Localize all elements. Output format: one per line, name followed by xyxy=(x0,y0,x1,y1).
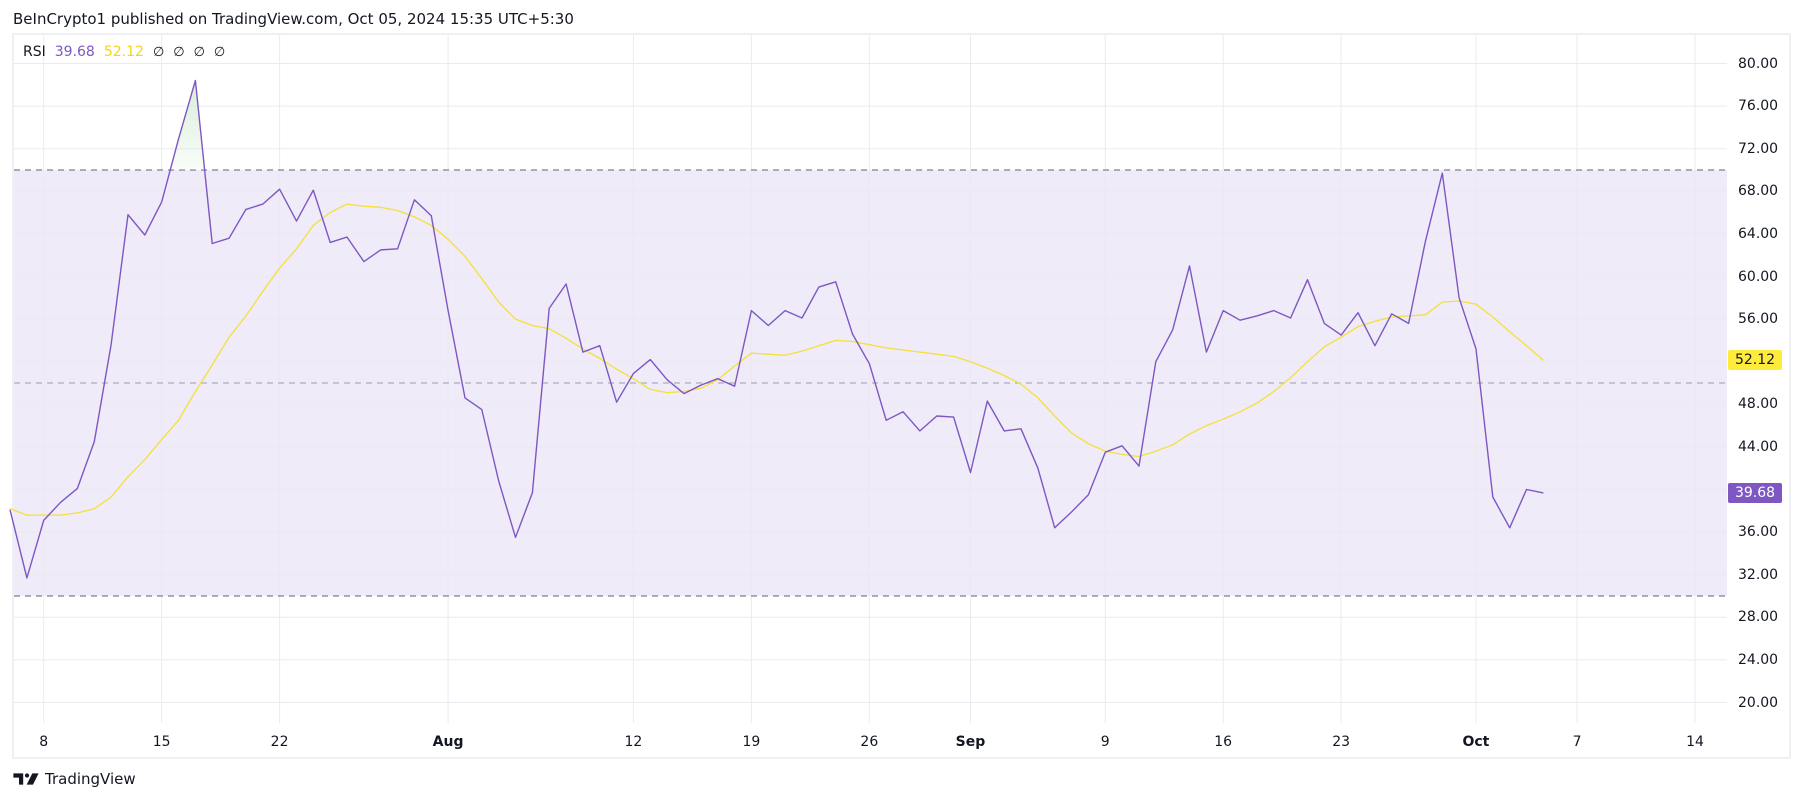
price-axis-label: 76.00 xyxy=(1738,98,1779,115)
ma-value-badge: 52.12 xyxy=(1728,350,1782,371)
indicator-legend[interactable]: RSI 39.68 52.12 ∅ ∅ ∅ ∅ xyxy=(23,44,225,60)
legend-indicator-name: RSI xyxy=(23,44,46,60)
time-axis-label: 12 xyxy=(624,734,643,750)
publish-info: BeInCrypto1 published on TradingView.com… xyxy=(13,10,574,28)
time-axis-label: 15 xyxy=(152,734,171,750)
time-axis-label: 26 xyxy=(860,734,879,750)
price-axis-label: 68.00 xyxy=(1738,183,1779,200)
rsi-value-badge: 39.68 xyxy=(1728,482,1782,503)
price-axis-label: 48.00 xyxy=(1738,396,1779,413)
price-axis-label: 28.00 xyxy=(1738,609,1779,626)
legend-na-value: ∅ xyxy=(173,44,185,60)
price-axis-label: 72.00 xyxy=(1738,140,1779,157)
overbought-fill xyxy=(170,80,205,170)
tradingview-logo-icon xyxy=(13,773,39,785)
time-axis-label: Sep xyxy=(955,734,986,750)
time-axis-label: 23 xyxy=(1332,734,1351,750)
rsi-line xyxy=(9,79,1544,579)
time-axis-label: 22 xyxy=(270,734,289,750)
time-axis-label: Oct xyxy=(1462,734,1490,750)
price-axis-label: 64.00 xyxy=(1738,225,1779,242)
price-axis-label: 44.00 xyxy=(1738,438,1779,455)
price-axis-label: 20.00 xyxy=(1738,694,1779,711)
legend-na-value: ∅ xyxy=(213,44,226,60)
legend-na-value: ∅ xyxy=(152,44,165,60)
time-axis-label: 16 xyxy=(1214,734,1233,750)
time-axis-label: 19 xyxy=(742,734,761,750)
price-axis-label: 60.00 xyxy=(1738,268,1779,285)
price-axis-label: 24.00 xyxy=(1738,651,1779,668)
time-axis-label: Aug xyxy=(432,734,464,750)
price-axis-label: 80.00 xyxy=(1738,55,1779,72)
rsi-band xyxy=(14,170,1727,596)
price-axis-label: 32.00 xyxy=(1738,566,1779,583)
price-axis-label: 36.00 xyxy=(1738,524,1779,541)
time-axis-label: 8 xyxy=(39,734,49,750)
price-axis-label: 56.00 xyxy=(1738,311,1779,328)
tradingview-brand[interactable]: TradingView xyxy=(13,770,136,788)
legend-rsi-value: 39.68 xyxy=(54,44,95,60)
legend-ma-value: 52.12 xyxy=(103,44,144,60)
time-axis-label: 14 xyxy=(1686,734,1704,750)
legend-na-value: ∅ xyxy=(193,44,205,60)
tradingview-brand-name: TradingView xyxy=(45,770,136,788)
grid-lines xyxy=(14,35,1727,723)
time-axis-label: 9 xyxy=(1100,734,1110,750)
time-axis-label: 7 xyxy=(1572,734,1582,750)
ma-line xyxy=(9,203,1544,516)
